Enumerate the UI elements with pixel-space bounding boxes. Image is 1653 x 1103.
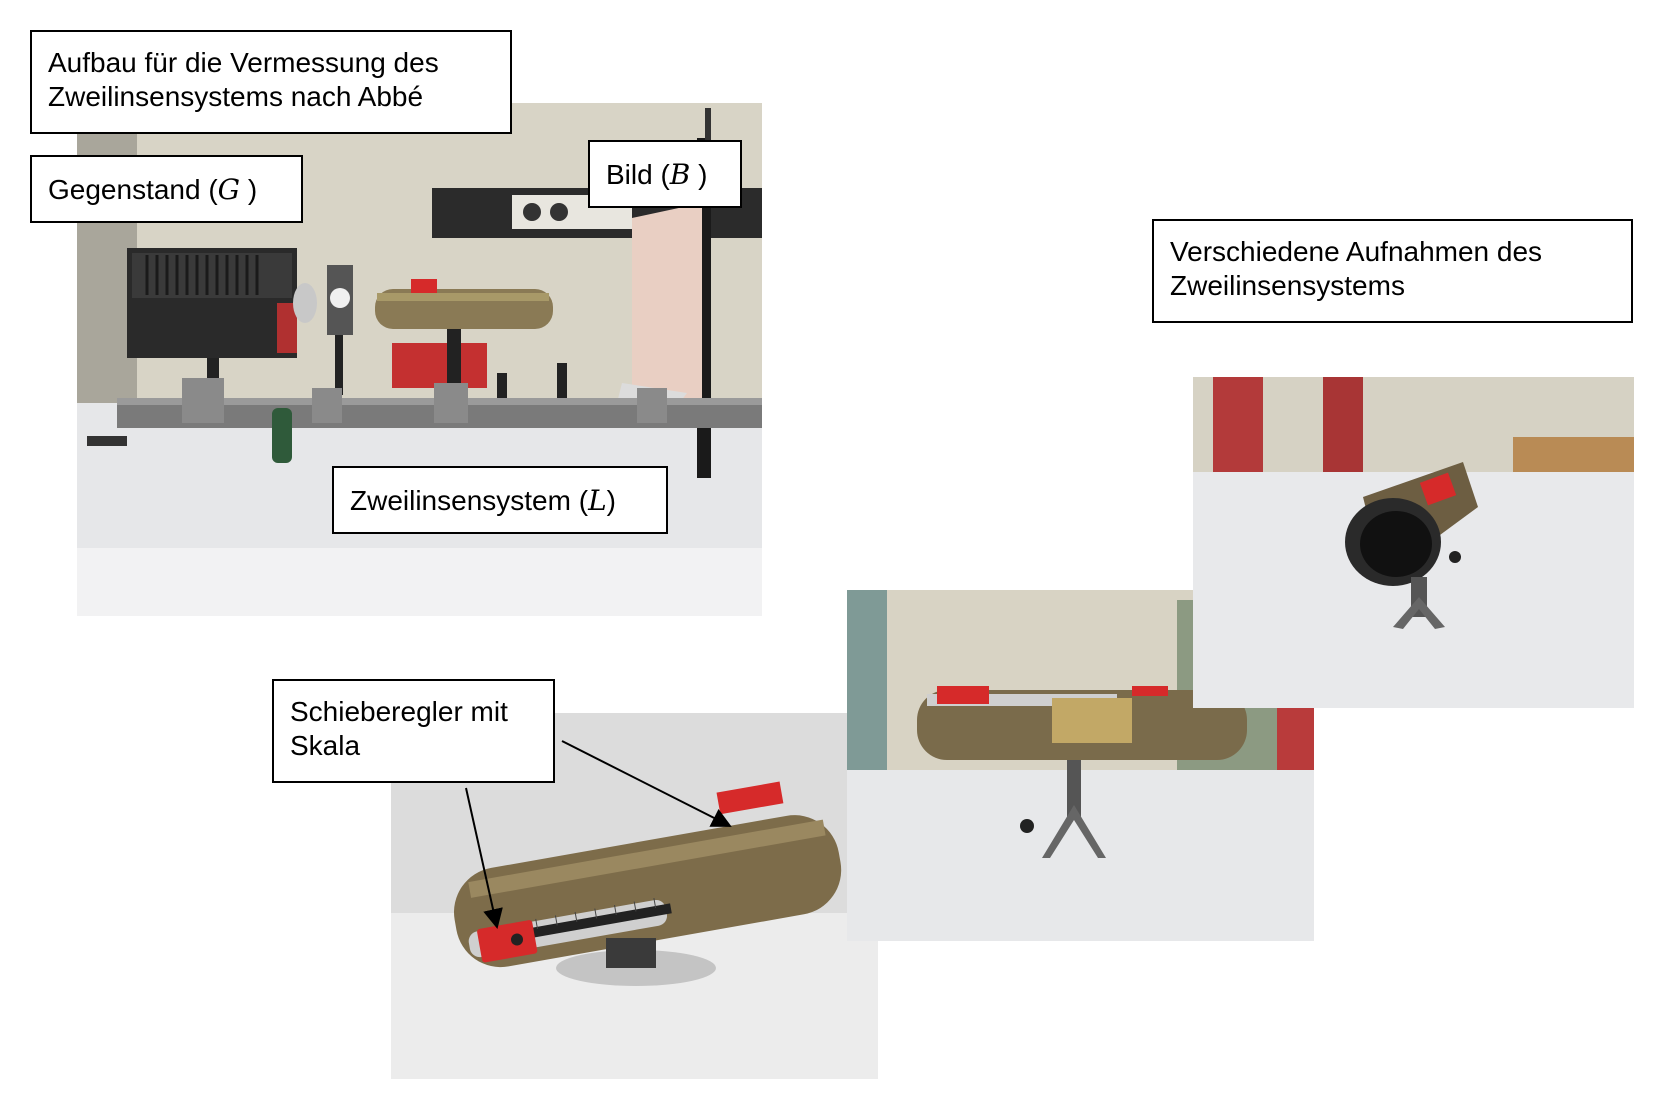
zweilinsensystem-text: Zweilinsensystem ( [350, 485, 589, 516]
bild-close: ) [690, 159, 708, 190]
bild-symbol: B [669, 158, 691, 191]
title-label: Aufbau für die Vermessung des Zweilinsen… [30, 30, 512, 134]
gegenstand-text: Gegenstand ( [48, 174, 218, 205]
bild-text: Bild ( [606, 159, 670, 190]
schieberegler-line-1: Schieberegler mit [290, 696, 508, 727]
bild-label: Bild (B ) [588, 140, 742, 208]
end-view-photo [1193, 377, 1634, 708]
zweilinsensystem-label: Zweilinsensystem (L) [332, 466, 668, 534]
schieberegler-line-2: Skala [290, 730, 361, 761]
gegenstand-symbol: G [217, 173, 241, 206]
verschiedene-line-2: Zweilinsensystems [1170, 270, 1405, 301]
zweilinsensystem-symbol: L [588, 484, 607, 517]
title-line-1: Aufbau für die Vermessung des [48, 47, 439, 78]
title-line-2: Zweilinsensystems nach Abbé [48, 81, 424, 112]
schieberegler-label: Schieberegler mit Skala [272, 679, 555, 783]
gegenstand-label: Gegenstand (G ) [30, 155, 303, 223]
verschiedene-line-1: Verschiedene Aufnahmen des [1170, 236, 1543, 267]
gegenstand-close: ) [240, 174, 258, 205]
zweilinsensystem-close: ) [606, 485, 616, 516]
verschiedene-aufnahmen-label: Verschiedene Aufnahmen des Zweilinsensys… [1152, 219, 1633, 323]
